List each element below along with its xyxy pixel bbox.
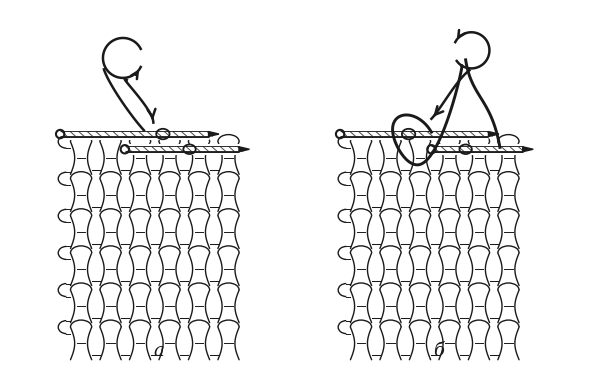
Text: а: а <box>154 342 164 360</box>
Polygon shape <box>209 131 219 137</box>
Polygon shape <box>488 131 499 137</box>
Text: б: б <box>434 342 445 360</box>
Polygon shape <box>523 147 533 152</box>
Polygon shape <box>239 147 250 152</box>
